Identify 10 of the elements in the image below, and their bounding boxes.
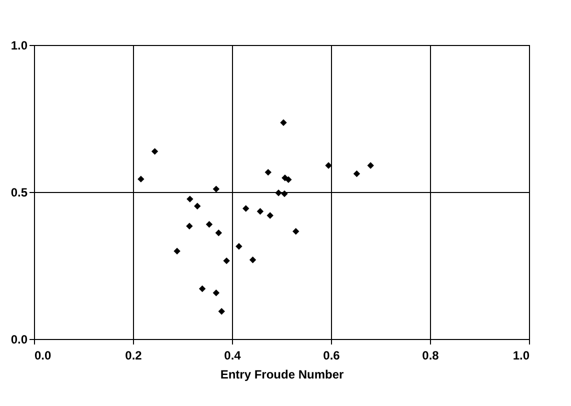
- x-tick-label: 0.4: [224, 348, 242, 362]
- x-tick-label: 0.6: [323, 348, 340, 362]
- x-tick-label: 1.0: [512, 348, 530, 362]
- y-tick-label: 0.5: [10, 186, 28, 200]
- x-axis-title: Entry Froude Number: [220, 368, 344, 382]
- y-tick-label: 1.0: [10, 38, 28, 52]
- y-tick-label: 0.0: [10, 332, 28, 346]
- x-tick-label: 0.8: [422, 348, 440, 362]
- x-tick-label: 0.0: [34, 348, 52, 362]
- x-tick-label: 0.2: [125, 348, 142, 362]
